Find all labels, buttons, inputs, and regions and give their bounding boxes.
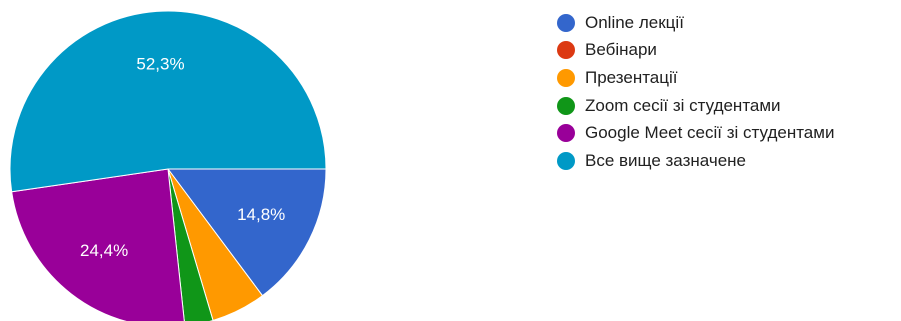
legend-label: Вебінари — [585, 40, 657, 60]
legend-label: Все вище зазначене — [585, 150, 746, 170]
pie-slice-label-online-lectures: 14,8% — [237, 205, 285, 224]
legend-item-google-meet-sessions[interactable]: Google Meet сесії зі студентами — [557, 119, 834, 147]
legend-label: Презентації — [585, 67, 678, 87]
legend-swatch — [557, 41, 575, 60]
legend: Online лекції Вебінари Презентації Zoom … — [557, 9, 834, 175]
legend-swatch — [557, 124, 575, 143]
pie-slice-labels: 14,8% 24,4% 52,3% — [80, 54, 285, 259]
pie-slice-zoom-sessions[interactable] — [167, 168, 214, 321]
legend-swatch — [557, 96, 575, 115]
pie-slice-all-above[interactable] — [9, 10, 327, 193]
legend-item-online-lectures[interactable]: Online лекції — [557, 9, 834, 37]
legend-label: Zoom сесії зі студентами — [585, 95, 781, 115]
legend-item-webinars[interactable]: Вебінари — [557, 37, 834, 65]
pie-slice-online-lectures[interactable] — [167, 168, 327, 297]
pie-slice-label-all-above: 52,3% — [136, 54, 184, 73]
pie-slices — [9, 10, 327, 321]
legend-label: Google Meet сесії зі студентами — [585, 123, 835, 143]
pie-slice-google-meet-sessions[interactable] — [11, 168, 185, 321]
legend-swatch — [557, 68, 575, 87]
legend-label: Online лекції — [585, 12, 684, 32]
legend-swatch — [557, 13, 575, 32]
legend-swatch — [557, 151, 575, 170]
legend-item-zoom-sessions[interactable]: Zoom сесії зі студентами — [557, 92, 834, 120]
legend-item-presentations[interactable]: Презентації — [557, 64, 834, 92]
pie-slice-label-google-meet-sessions: 24,4% — [80, 241, 128, 260]
legend-item-all-above[interactable]: Все вище зазначене — [557, 147, 834, 175]
